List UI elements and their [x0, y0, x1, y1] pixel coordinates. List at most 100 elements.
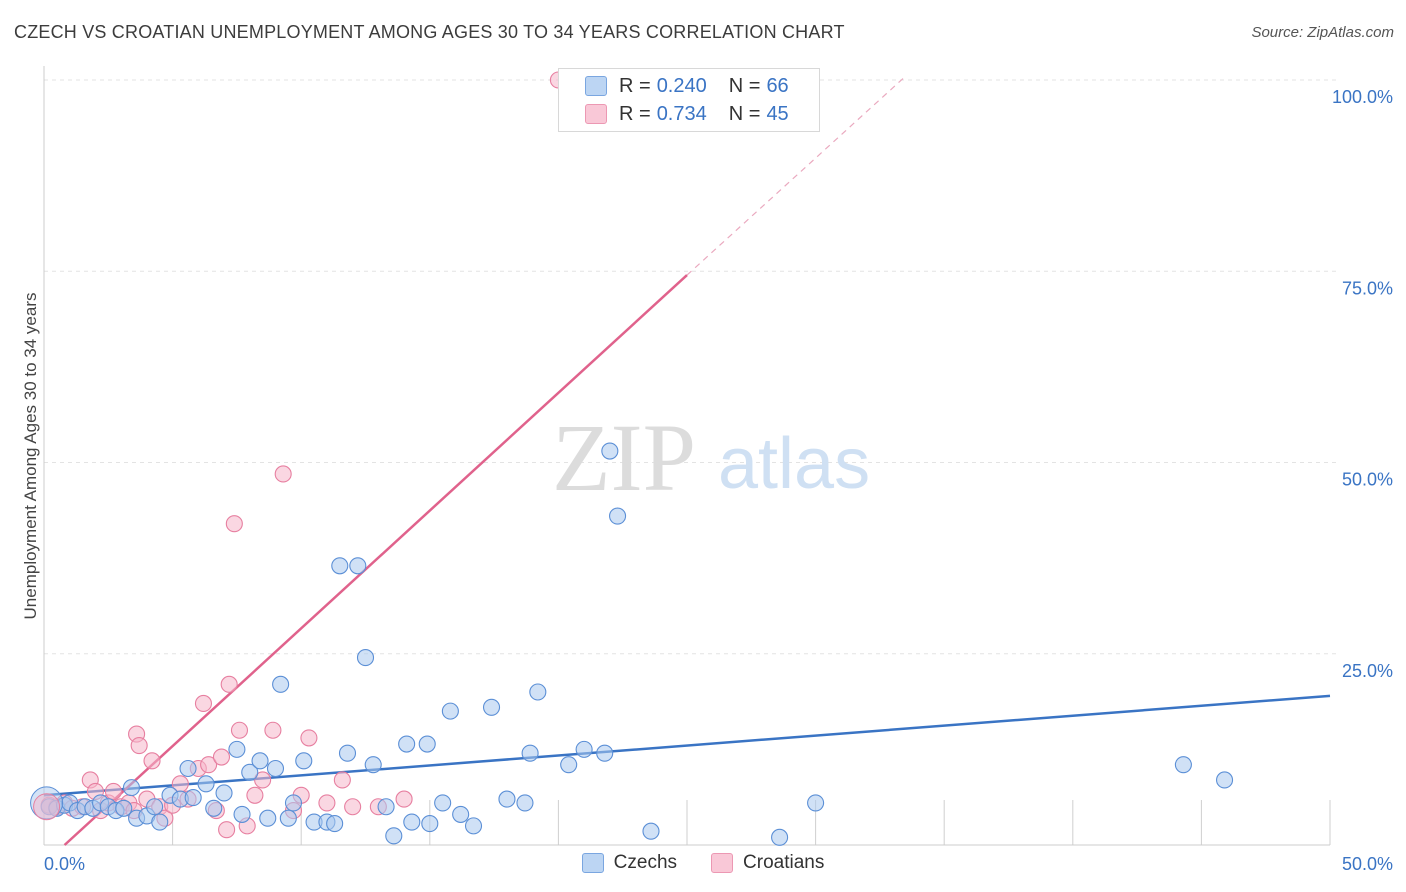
bottom-legend-swatch-croatians	[711, 853, 734, 873]
czech-point	[251, 752, 269, 770]
czech-point	[516, 794, 534, 812]
czech-point	[364, 756, 382, 774]
czech-point	[115, 799, 133, 817]
croatian-point	[230, 721, 249, 739]
croatian-point	[318, 794, 336, 812]
czech-point	[228, 740, 246, 758]
croatian-point	[130, 736, 148, 755]
croatian-point	[218, 821, 236, 839]
czech-point	[356, 649, 375, 667]
x-tick-label: 0.0%	[44, 854, 85, 874]
bottom-legend-swatch-czechs	[581, 853, 604, 873]
czech-point	[575, 740, 593, 758]
czech-point	[560, 756, 578, 774]
y-axis-label: Unemployment Among Ages 30 to 34 years	[21, 293, 40, 620]
bottom-legend-croatians: Croatians	[711, 852, 824, 874]
croatian-point	[274, 465, 292, 483]
y-tick-label: 50.0%	[1342, 470, 1393, 490]
watermark-atlas: atlas	[718, 424, 870, 504]
czech-point	[596, 744, 614, 762]
czech-point	[464, 817, 483, 835]
czech-point	[521, 744, 539, 762]
czech-point	[1215, 771, 1234, 789]
legend-r-label: R =	[619, 102, 651, 125]
czech-point	[418, 735, 436, 753]
x-tick-label: 50.0%	[1342, 854, 1393, 874]
bottom-legend-label-croatians: Croatians	[743, 852, 825, 873]
legend-n-value-czechs: 66	[766, 74, 789, 97]
czech-point	[452, 805, 470, 823]
czech-point	[498, 790, 516, 808]
czech-point	[272, 675, 290, 693]
czech-point	[601, 442, 619, 460]
czech-point	[609, 507, 627, 525]
y-tick-label: 100.0%	[1332, 87, 1393, 107]
axes	[43, 66, 1331, 846]
watermark: ZIP atlas	[552, 404, 870, 511]
czech-point	[326, 815, 344, 833]
y-tick-label: 25.0%	[1342, 661, 1393, 681]
czech-point	[205, 799, 223, 817]
croatian-point	[220, 675, 238, 693]
czech-point	[338, 744, 357, 762]
czech-point	[1174, 756, 1192, 774]
croatian-trend-extension	[686, 75, 907, 276]
czech-point	[259, 809, 277, 827]
croatian-point	[104, 782, 122, 801]
croatian-point	[212, 748, 231, 766]
czech-point	[279, 809, 297, 827]
legend-row-czechs: R = 0.240 N = 66	[585, 73, 789, 99]
croatian-point	[344, 798, 362, 816]
legend-swatch-croatians	[585, 104, 607, 124]
czech-point	[146, 798, 164, 816]
legend-r-value-czechs: 0.240	[656, 74, 707, 97]
croatian-point	[225, 515, 243, 533]
czech-point	[331, 557, 349, 575]
tick-labels: 25.0% 50.0% 75.0% 100.0% 0.0% 50.0%	[44, 87, 1393, 874]
legend-n-label: N =	[728, 102, 761, 125]
chart-title: CZECH VS CROATIAN UNEMPLOYMENT AMONG AGE…	[14, 22, 845, 42]
czech-point	[529, 683, 547, 701]
legend-n-value-croatians: 45	[766, 102, 789, 125]
legend-row-croatians: R = 0.734 N = 45	[585, 101, 789, 127]
croatian-point	[300, 729, 318, 747]
bottom-legend-label-czechs: Czechs	[613, 852, 678, 873]
czech-point	[122, 779, 140, 797]
legend-r-label: R =	[619, 74, 651, 97]
croatian-point	[194, 694, 213, 713]
legend: R = 0.240 N = 66 R = 0.734 N = 45	[558, 68, 820, 132]
legend-swatch-czechs	[585, 76, 607, 96]
czech-point	[241, 763, 259, 781]
czech-point	[151, 813, 169, 831]
czech-point	[482, 698, 501, 716]
czech-point	[215, 784, 233, 802]
czech-point	[421, 815, 439, 833]
croatian-point	[246, 786, 264, 804]
legend-r-value-croatians: 0.734	[656, 102, 707, 125]
czech-point	[403, 813, 421, 831]
croatian-point	[395, 790, 413, 808]
croatian-trend-line	[63, 274, 688, 846]
czech-point	[377, 798, 395, 816]
croatian-point	[264, 721, 282, 739]
czech-point	[385, 827, 403, 845]
czech-point	[284, 794, 303, 812]
croatian-point	[33, 793, 61, 821]
czech-point	[349, 557, 367, 575]
czech-point	[642, 822, 660, 840]
czech-point	[266, 759, 285, 778]
czech-point	[184, 789, 202, 807]
croatian-point	[143, 752, 161, 770]
czech-point	[233, 805, 251, 823]
bottom-legend: Czechs Croatians	[0, 852, 1406, 874]
croatian-point	[200, 756, 218, 774]
croatian-point	[333, 771, 351, 789]
czech-point	[179, 759, 197, 778]
y-tick-label: 75.0%	[1342, 278, 1393, 298]
czech-point	[197, 775, 215, 793]
czech-point	[398, 735, 416, 753]
watermark-zip: ZIP	[552, 404, 696, 511]
data-points	[30, 71, 1234, 846]
czech-point	[295, 752, 313, 770]
